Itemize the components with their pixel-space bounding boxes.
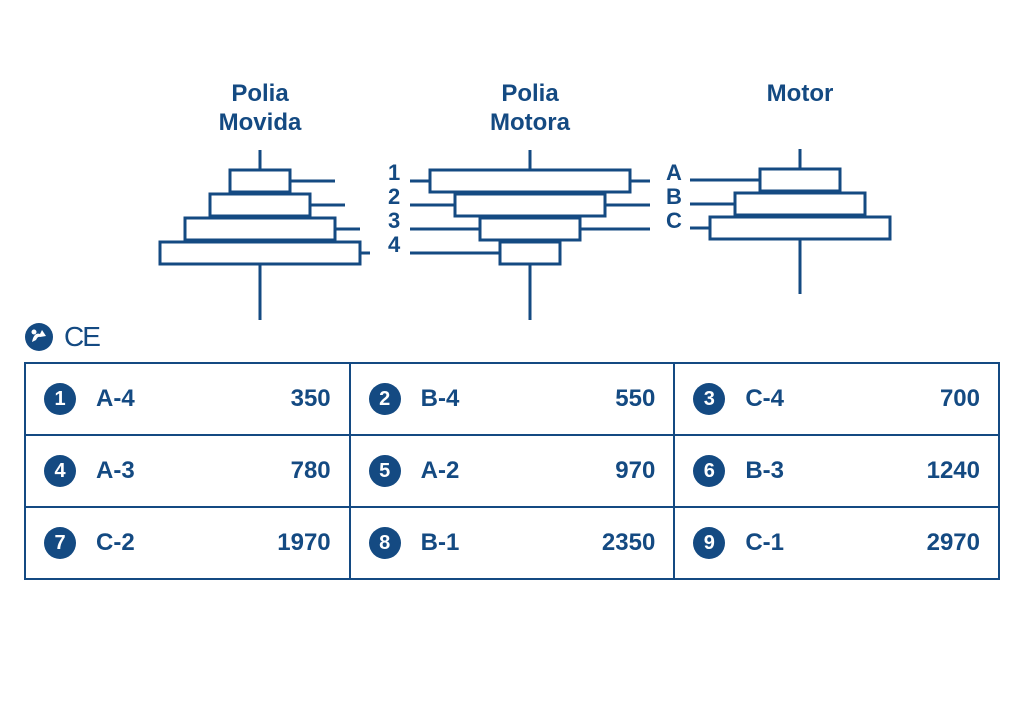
safety-icon xyxy=(24,322,54,352)
step-label-2: 2 xyxy=(388,184,400,210)
table-cell: 2 B-4 550 xyxy=(350,363,675,435)
speed-combo: B-1 xyxy=(421,529,460,557)
step-label-A: A xyxy=(666,160,682,186)
speed-rpm: 1240 xyxy=(927,457,980,485)
step-label-B: B xyxy=(666,184,682,210)
table-cell: 1 A-4 350 xyxy=(25,363,350,435)
speed-badge: 1 xyxy=(44,383,76,415)
speed-rpm: 2970 xyxy=(927,529,980,557)
speed-rpm: 350 xyxy=(291,385,331,413)
speed-rpm: 970 xyxy=(615,457,655,485)
speed-badge: 4 xyxy=(44,455,76,487)
pulley-movida-svg xyxy=(150,150,370,330)
pulley-motora-svg xyxy=(410,150,650,330)
step-label-4: 4 xyxy=(388,232,400,258)
speed-badge: 5 xyxy=(369,455,401,487)
speed-badge: 6 xyxy=(693,455,725,487)
speed-combo: A-2 xyxy=(421,457,460,485)
speed-badge: 3 xyxy=(693,383,725,415)
pulley-motor-svg xyxy=(690,149,910,309)
pulley-movida-title: Polia Movida xyxy=(150,80,370,138)
pulley-movida: Polia Movida xyxy=(150,80,370,330)
speed-combo: C-1 xyxy=(745,529,784,557)
table-cell: 3 C-4 700 xyxy=(674,363,999,435)
speed-badge: 8 xyxy=(369,527,401,559)
pulley-motor-title: Motor xyxy=(690,80,910,109)
table-cell: 4 A-3 780 xyxy=(25,435,350,507)
table-cell: 5 A-2 970 xyxy=(350,435,675,507)
pulley-motora-title: Polia Motora xyxy=(410,80,650,138)
speed-rpm: 780 xyxy=(291,457,331,485)
speed-rpm: 550 xyxy=(615,385,655,413)
table-row: 7 C-2 1970 8 B-1 2350 9 C-1 2970 xyxy=(25,507,999,579)
speed-rpm: 700 xyxy=(940,385,980,413)
pulley-motora: Polia Motora xyxy=(410,80,650,330)
speed-rpm: 2350 xyxy=(602,529,655,557)
speed-combo: A-3 xyxy=(96,457,135,485)
ce-mark-icon: CE xyxy=(64,321,99,353)
pulley-motor: Motor xyxy=(690,80,910,309)
speed-badge: 7 xyxy=(44,527,76,559)
speed-badge: 9 xyxy=(693,527,725,559)
speed-table: 1 A-4 350 2 B-4 550 3 C-4 700 4 A-3 780 5 A-2 970 6 B-3 1… xyxy=(24,362,1000,580)
speed-combo: C-2 xyxy=(96,529,135,557)
table-cell: 8 B-1 2350 xyxy=(350,507,675,579)
step-label-3: 3 xyxy=(388,208,400,234)
pulley-diagram: Polia Movida 1 2 3 4 Polia Motora xyxy=(0,0,1024,320)
speed-combo: B-4 xyxy=(421,385,460,413)
speed-combo: C-4 xyxy=(745,385,784,413)
table-cell: 6 B-3 1240 xyxy=(674,435,999,507)
table-row: 4 A-3 780 5 A-2 970 6 B-3 1240 xyxy=(25,435,999,507)
table-cell: 9 C-1 2970 xyxy=(674,507,999,579)
speed-combo: A-4 xyxy=(96,385,135,413)
step-label-1: 1 xyxy=(388,160,400,186)
step-label-C: C xyxy=(666,208,682,234)
speed-rpm: 1970 xyxy=(277,529,330,557)
table-cell: 7 C-2 1970 xyxy=(25,507,350,579)
speed-combo: B-3 xyxy=(745,457,784,485)
table-row: 1 A-4 350 2 B-4 550 3 C-4 700 xyxy=(25,363,999,435)
speed-badge: 2 xyxy=(369,383,401,415)
